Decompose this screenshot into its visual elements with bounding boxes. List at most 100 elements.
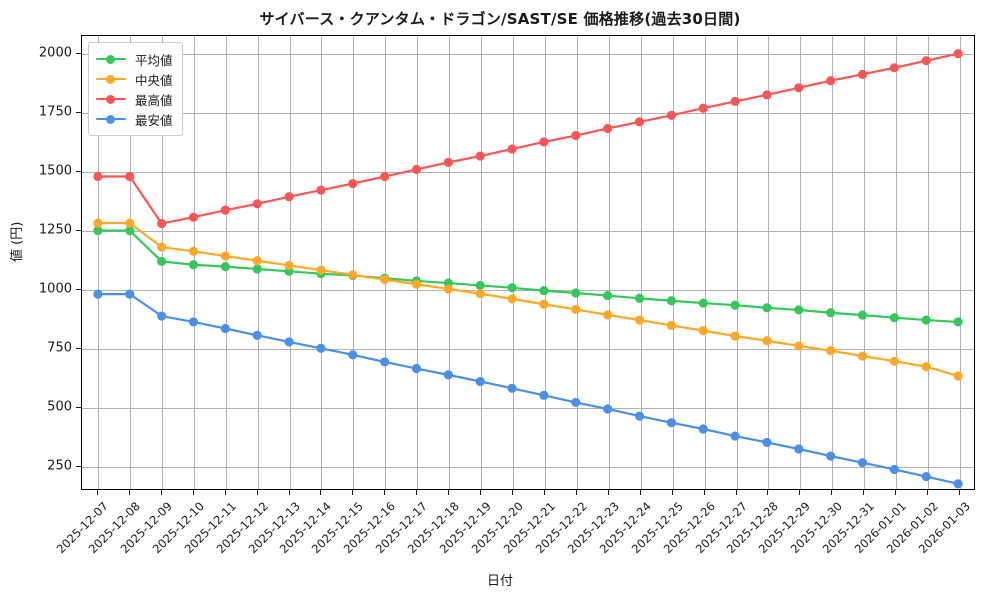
y-axis-tick-label: 1750 bbox=[38, 104, 72, 120]
x-axis-tick-mark bbox=[767, 490, 769, 495]
series-marker bbox=[889, 464, 899, 475]
legend-item[interactable]: 中央値 bbox=[96, 69, 173, 89]
gridline-vertical bbox=[449, 36, 451, 489]
gridline-vertical bbox=[736, 36, 738, 489]
gridline-vertical bbox=[864, 36, 866, 489]
gridline-vertical bbox=[97, 36, 99, 489]
gridline-horizontal bbox=[82, 231, 974, 232]
x-axis-tick-mark bbox=[512, 490, 514, 495]
series-marker bbox=[826, 308, 836, 318]
series-marker bbox=[730, 331, 740, 341]
y-axis-tick-label: 750 bbox=[47, 340, 72, 356]
series-marker bbox=[857, 69, 868, 79]
series-lines bbox=[93, 49, 963, 489]
series-marker bbox=[507, 383, 517, 393]
legend-item-label: 最安値 bbox=[135, 112, 173, 128]
series-marker bbox=[125, 171, 135, 182]
gridline-vertical bbox=[576, 36, 578, 489]
series-marker bbox=[953, 49, 963, 59]
series-marker bbox=[762, 336, 772, 346]
x-axis-tick-mark bbox=[480, 490, 482, 495]
series-marker bbox=[857, 351, 868, 361]
series-marker bbox=[411, 279, 422, 289]
series-marker bbox=[634, 315, 645, 325]
legend-item[interactable]: 最安値 bbox=[96, 109, 173, 129]
legend-item-label: 最高値 bbox=[135, 92, 173, 108]
gridline-horizontal bbox=[82, 467, 974, 469]
series-marker bbox=[794, 305, 804, 315]
gridline-vertical bbox=[417, 36, 419, 489]
series-marker bbox=[252, 256, 262, 266]
series-marker bbox=[762, 437, 772, 447]
series-marker bbox=[953, 479, 963, 489]
y-axis-tick-label: 250 bbox=[47, 458, 72, 474]
gridline-vertical bbox=[960, 36, 962, 489]
series-marker bbox=[220, 323, 230, 334]
series-marker bbox=[507, 144, 517, 154]
series-marker bbox=[603, 290, 613, 301]
y-axis-tick-mark bbox=[76, 170, 81, 172]
series-marker bbox=[252, 264, 262, 274]
series-marker bbox=[794, 83, 804, 93]
legend-item-label: 中央値 bbox=[135, 72, 173, 88]
legend-swatch-icon bbox=[96, 92, 126, 106]
series-marker bbox=[475, 376, 485, 387]
series-marker bbox=[157, 242, 167, 252]
gridline-vertical bbox=[672, 36, 674, 489]
x-axis-tick-mark bbox=[352, 490, 354, 495]
series-marker bbox=[953, 317, 963, 327]
y-axis-tick-mark bbox=[76, 52, 81, 54]
legend-swatch-icon bbox=[96, 72, 126, 86]
legend-item[interactable]: 平均値 bbox=[96, 49, 173, 69]
y-axis-tick-label: 2000 bbox=[38, 45, 72, 61]
series-marker bbox=[539, 390, 549, 400]
x-axis-tick-mark bbox=[703, 490, 705, 495]
series-marker bbox=[284, 192, 294, 202]
series-marker bbox=[889, 313, 899, 323]
series-marker bbox=[921, 471, 931, 482]
gridline-vertical bbox=[513, 36, 515, 489]
y-axis-tick-mark bbox=[76, 348, 81, 350]
series-marker bbox=[921, 315, 931, 325]
series-marker bbox=[348, 178, 358, 189]
x-axis-tick-mark bbox=[575, 490, 577, 495]
series-marker bbox=[889, 356, 899, 366]
series-marker bbox=[698, 103, 708, 113]
x-axis-tick-mark bbox=[863, 490, 865, 495]
chart-title: サイバース・クアンタム・ドラゴン/SAST/SE 価格推移(過去30日間) bbox=[259, 10, 741, 28]
gridline-horizontal bbox=[82, 408, 974, 410]
series-line bbox=[96, 293, 960, 485]
series-marker bbox=[475, 289, 485, 299]
gridline-horizontal bbox=[82, 171, 974, 173]
series-marker bbox=[157, 218, 167, 229]
series-line bbox=[96, 229, 960, 324]
series-marker bbox=[220, 262, 230, 272]
series-marker bbox=[507, 283, 517, 293]
series-marker bbox=[953, 371, 963, 381]
series-marker bbox=[443, 157, 453, 167]
series-marker bbox=[188, 260, 199, 270]
series-marker bbox=[666, 418, 676, 428]
series-marker bbox=[539, 286, 549, 296]
plot-area bbox=[81, 35, 975, 490]
series-marker bbox=[730, 431, 740, 441]
x-axis-tick-mark bbox=[671, 490, 673, 495]
series-marker bbox=[443, 284, 453, 294]
legend-swatch-icon bbox=[96, 52, 126, 66]
gridline-horizontal bbox=[82, 53, 974, 55]
y-axis-tick-label: 1000 bbox=[38, 281, 72, 297]
series-marker bbox=[762, 303, 772, 313]
x-axis-tick-mark bbox=[607, 490, 609, 495]
gridline-vertical bbox=[896, 36, 898, 489]
x-axis-tick-mark bbox=[192, 490, 194, 495]
legend-item[interactable]: 最高値 bbox=[96, 89, 173, 109]
series-marker bbox=[284, 260, 294, 271]
x-axis-tick-mark bbox=[128, 490, 130, 495]
series-marker bbox=[475, 280, 485, 291]
series-marker bbox=[93, 218, 103, 228]
gridline-vertical bbox=[481, 36, 483, 489]
gridline-horizontal bbox=[82, 349, 974, 351]
series-marker bbox=[826, 76, 836, 86]
series-marker bbox=[826, 346, 836, 356]
legend-item-label: 平均値 bbox=[135, 52, 173, 68]
